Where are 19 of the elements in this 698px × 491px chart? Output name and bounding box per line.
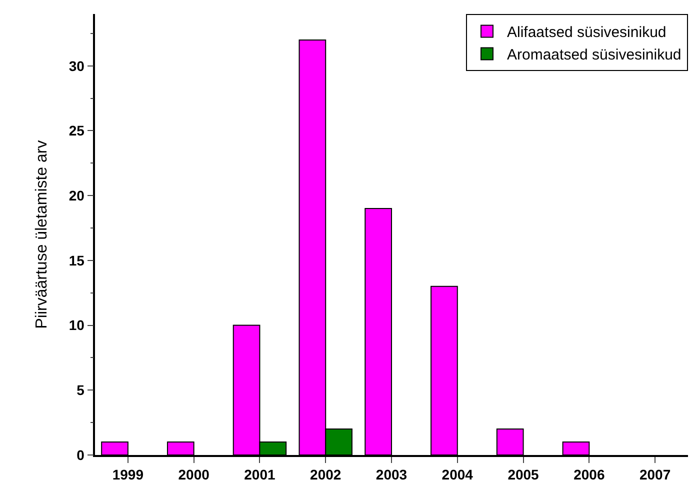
legend-label: Aromaatsed süsivesinikud [507, 46, 682, 64]
x-tick-label: 1999 [112, 466, 144, 483]
x-tick-label: 2005 [508, 466, 540, 483]
y-tick-label: 30 [68, 58, 85, 74]
x-tick-label: 2002 [310, 466, 342, 483]
y-tick-label: 15 [68, 252, 85, 268]
y-tick-label: 10 [68, 317, 85, 334]
x-tick-label: 2003 [376, 466, 408, 483]
x-tick-label: 2000 [178, 466, 210, 483]
y-tick-label: 5 [76, 382, 85, 398]
y-tick-label: 25 [68, 122, 85, 139]
y-axis-title: Piirväärtuse ületamiste arv [33, 140, 50, 329]
legend-label: Alifaatsed süsivesinikud [507, 24, 666, 42]
y-tick-label: 20 [68, 187, 85, 204]
x-tick-label: 2006 [574, 466, 605, 483]
y-tick-label: 0 [76, 446, 85, 463]
x-tick-label: 2001 [244, 466, 276, 483]
x-tick-label: 2007 [639, 466, 671, 483]
x-tick-label: 2004 [442, 466, 474, 483]
